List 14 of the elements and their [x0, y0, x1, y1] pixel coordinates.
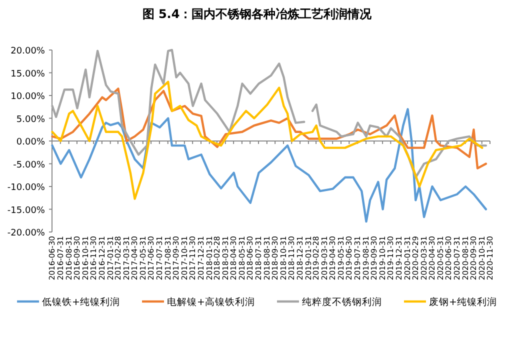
chart-title: 图 5.4：国内不锈钢各种冶炼工艺利润情况	[142, 7, 373, 21]
legend-label: 电解镍+高镍铁利润	[167, 296, 255, 308]
legend-label: 废钢+纯镍利润	[428, 296, 497, 308]
y-tick-label: 5.00%	[16, 114, 46, 125]
y-tick-label: -10.00%	[7, 183, 46, 193]
legend-label: 纯粹度不锈钢利润	[302, 296, 382, 308]
y-tick-label: -20.00%	[7, 228, 46, 238]
y-tick-label: -5.00%	[13, 160, 46, 170]
y-tick-label: 15.00%	[10, 69, 46, 80]
legend-label: 低镍铁+纯镍利润	[42, 296, 120, 308]
y-tick-label: 20.00%	[10, 46, 46, 56]
y-tick-label: 10.00%	[10, 92, 46, 102]
y-tick-label: 0.00%	[16, 138, 46, 148]
y-tick-label: -15.00%	[7, 206, 46, 216]
